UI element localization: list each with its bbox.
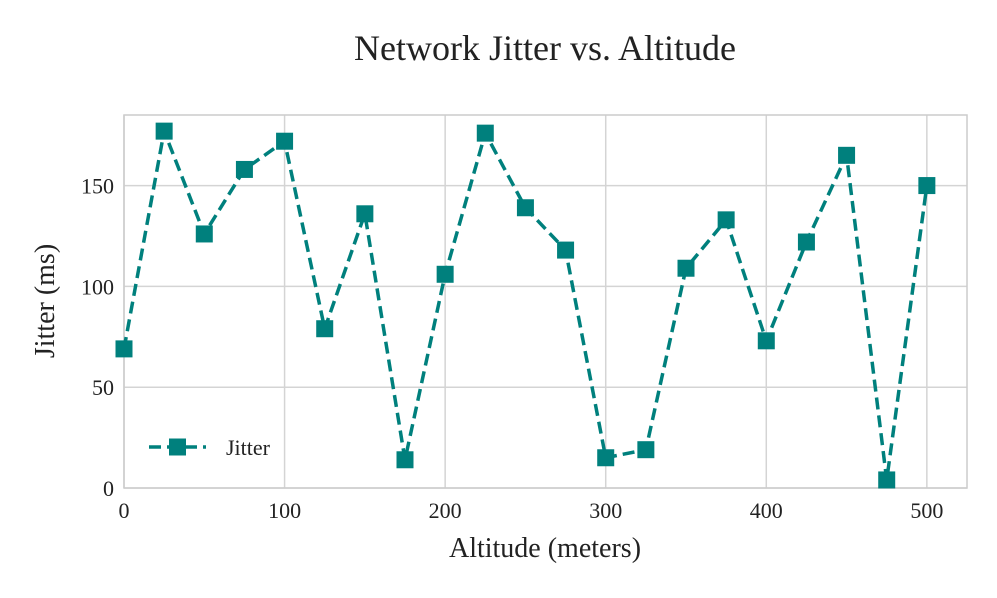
x-tick-label: 300: [589, 498, 622, 523]
y-axis-ticks: 0 50 100 150: [81, 174, 114, 501]
plot-frame: [123, 114, 968, 489]
series-line: [122, 124, 929, 481]
data-point: [356, 205, 374, 223]
y-tick-label: 100: [81, 274, 114, 299]
data-point: [396, 451, 414, 469]
data-point: [637, 441, 655, 459]
data-point: [918, 177, 936, 195]
data-point: [276, 132, 294, 150]
y-tick-label: 50: [92, 375, 114, 400]
y-tick-label: 0: [103, 476, 114, 501]
data-point: [436, 265, 454, 283]
x-tick-label: 400: [750, 498, 783, 523]
chart-title: Network Jitter vs. Altitude: [354, 28, 736, 68]
x-axis-ticks: 0 100 200 300 400 500: [119, 498, 944, 523]
data-point: [195, 225, 213, 243]
data-point: [115, 340, 133, 358]
data-point: [797, 233, 815, 251]
x-axis-label: Altitude (meters): [449, 533, 641, 564]
series-group: [115, 122, 936, 489]
data-point: [717, 211, 735, 229]
x-tick-label: 500: [910, 498, 943, 523]
data-point: [316, 320, 334, 338]
legend: Jitter: [149, 435, 271, 460]
data-point: [155, 122, 173, 140]
x-tick-label: 0: [119, 498, 130, 523]
y-tick-label: 150: [81, 174, 114, 199]
y-axis-label: Jitter (ms): [30, 244, 61, 358]
x-tick-label: 100: [268, 498, 301, 523]
data-point: [476, 124, 494, 142]
data-point: [557, 241, 575, 259]
x-tick-label: 200: [429, 498, 462, 523]
data-point: [597, 449, 615, 467]
data-point: [235, 160, 253, 178]
data-point: [516, 199, 534, 217]
legend-marker: [169, 438, 186, 456]
data-point: [677, 259, 695, 277]
data-point: [838, 146, 856, 164]
data-point: [757, 332, 775, 350]
legend-label: Jitter: [226, 435, 271, 460]
data-point: [878, 471, 896, 489]
